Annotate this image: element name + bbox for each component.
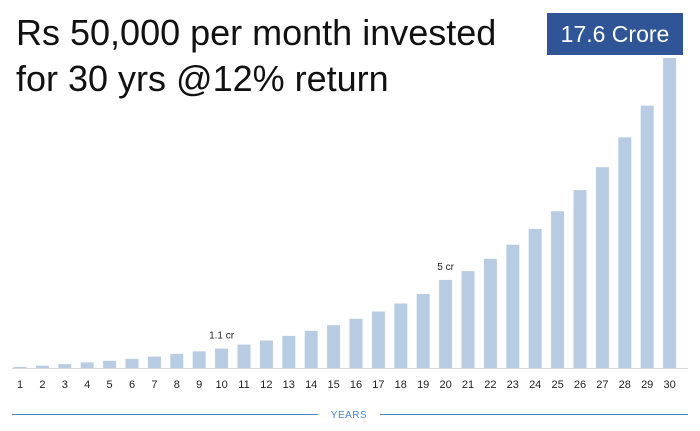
bar-year-21 (461, 271, 475, 368)
bar-year-25 (551, 211, 565, 368)
bar-year-19 (416, 294, 430, 368)
bar-year-27 (595, 167, 609, 368)
x-tick-label-18: 18 (395, 379, 407, 391)
annotation-year-20: 5 cr (437, 262, 454, 273)
bar-year-17 (371, 311, 385, 368)
x-tick-label-13: 13 (283, 379, 295, 391)
x-tick-label-24: 24 (529, 379, 541, 391)
bar-year-12 (259, 340, 273, 368)
bar-year-18 (394, 303, 408, 368)
bar-year-14 (304, 330, 318, 368)
x-tick-label-8: 8 (174, 379, 180, 391)
x-tick-label-9: 9 (196, 379, 202, 391)
x-axis-title: YEARS (331, 410, 367, 421)
x-tick-label-28: 28 (619, 379, 631, 391)
x-tick-label-27: 27 (596, 379, 608, 391)
bar-year-8 (170, 353, 184, 368)
x-tick-label-14: 14 (305, 379, 317, 391)
x-tick-label-21: 21 (462, 379, 474, 391)
x-tick-label-7: 7 (151, 379, 157, 391)
bar-year-7 (147, 356, 161, 368)
x-tick-label-10: 10 (215, 379, 227, 391)
x-tick-label-29: 29 (641, 379, 653, 391)
x-tick-label-4: 4 (84, 379, 90, 391)
x-tick-label-23: 23 (507, 379, 519, 391)
x-tick-label-12: 12 (260, 379, 272, 391)
bar-year-24 (528, 228, 542, 368)
x-tick-label-2: 2 (39, 379, 45, 391)
bar-year-3 (58, 364, 72, 368)
x-tick-label-15: 15 (327, 379, 339, 391)
x-tick-label-20: 20 (439, 379, 451, 391)
x-tick-label-3: 3 (62, 379, 68, 391)
x-tick-label-16: 16 (350, 379, 362, 391)
x-tick-label-22: 22 (484, 379, 496, 391)
bar-year-20 (439, 279, 453, 368)
x-tick-label-17: 17 (372, 379, 384, 391)
total-value-badge: 17.6 Crore (547, 13, 683, 55)
x-tick-label-26: 26 (574, 379, 586, 391)
x-tick-label-30: 30 (663, 379, 675, 391)
x-tick-label-1: 1 (17, 379, 23, 391)
bar-year-2 (35, 365, 49, 368)
chart-title: Rs 50,000 per month invested for 30 yrs … (16, 10, 536, 102)
bar-year-4 (80, 362, 94, 368)
bar-year-26 (573, 190, 587, 368)
x-tick-label-11: 11 (238, 379, 249, 391)
bar-year-23 (506, 244, 520, 368)
bar-year-5 (103, 360, 117, 368)
annotation-year-10: 1.1 cr (209, 331, 235, 342)
bar-year-11 (237, 344, 251, 368)
x-tick-label-5: 5 (107, 379, 113, 391)
bar-year-30 (663, 58, 677, 368)
bar-year-16 (349, 318, 363, 368)
bar-year-10 (215, 348, 229, 368)
title-line-1: Rs 50,000 per month invested (16, 12, 497, 53)
title-line-2: for 30 yrs @12% return (16, 58, 389, 99)
bar-year-28 (618, 137, 632, 368)
bar-year-1 (13, 366, 27, 368)
bar-year-13 (282, 335, 296, 368)
bar-year-15 (327, 325, 341, 368)
bar-year-29 (640, 105, 654, 368)
x-tick-label-25: 25 (551, 379, 563, 391)
x-tick-label-19: 19 (417, 379, 429, 391)
x-tick-label-6: 6 (129, 379, 135, 391)
bar-year-6 (125, 358, 139, 368)
bar-year-9 (192, 351, 206, 368)
bar-year-22 (483, 258, 497, 368)
